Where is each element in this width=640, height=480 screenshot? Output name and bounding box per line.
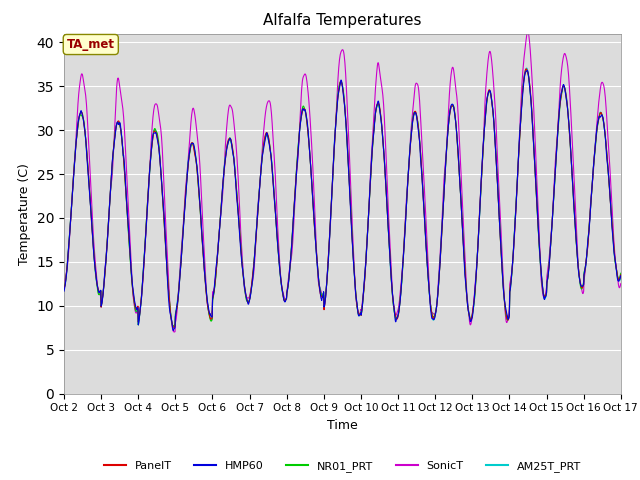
NR01_PRT: [522, 68, 530, 74]
PanelT: [184, 162, 192, 168]
NR01_PRT: [184, 160, 192, 166]
HMP60: [60, 288, 68, 294]
AM25T_PRT: [171, 323, 179, 329]
PanelT: [552, 166, 559, 172]
AM25T_PRT: [246, 292, 254, 298]
SonicT: [184, 156, 192, 162]
PanelT: [170, 324, 178, 330]
AM25T_PRT: [523, 65, 531, 71]
SonicT: [502, 317, 509, 323]
HMP60: [617, 273, 625, 279]
Text: TA_met: TA_met: [67, 38, 115, 51]
PanelT: [522, 66, 530, 72]
NR01_PRT: [429, 314, 437, 320]
NR01_PRT: [60, 285, 68, 290]
PanelT: [246, 291, 254, 297]
PanelT: [617, 272, 625, 277]
HMP60: [184, 160, 192, 166]
NR01_PRT: [171, 322, 179, 327]
AM25T_PRT: [429, 317, 437, 323]
Y-axis label: Temperature (C): Temperature (C): [18, 163, 31, 264]
NR01_PRT: [169, 323, 177, 329]
NR01_PRT: [617, 270, 625, 276]
AM25T_PRT: [502, 311, 509, 316]
HMP60: [246, 293, 254, 299]
PanelT: [502, 310, 509, 316]
SonicT: [170, 329, 178, 335]
SonicT: [246, 289, 254, 295]
SonicT: [552, 157, 559, 163]
HMP60: [552, 166, 559, 171]
SonicT: [429, 311, 437, 316]
HMP60: [524, 68, 531, 73]
Line: SonicT: SonicT: [64, 31, 621, 332]
PanelT: [60, 286, 68, 292]
HMP60: [170, 327, 177, 333]
AM25T_PRT: [184, 159, 192, 165]
Line: PanelT: PanelT: [64, 69, 621, 327]
HMP60: [502, 306, 509, 312]
X-axis label: Time: Time: [327, 419, 358, 432]
AM25T_PRT: [552, 167, 559, 173]
NR01_PRT: [246, 291, 254, 297]
Legend: PanelT, HMP60, NR01_PRT, SonicT, AM25T_PRT: PanelT, HMP60, NR01_PRT, SonicT, AM25T_P…: [99, 457, 586, 477]
SonicT: [524, 28, 532, 34]
Title: Alfalfa Temperatures: Alfalfa Temperatures: [263, 13, 422, 28]
SonicT: [60, 280, 68, 286]
AM25T_PRT: [60, 287, 68, 292]
Line: NR01_PRT: NR01_PRT: [64, 71, 621, 326]
NR01_PRT: [552, 167, 559, 172]
PanelT: [429, 315, 437, 321]
HMP60: [429, 316, 437, 322]
PanelT: [171, 324, 179, 330]
Line: AM25T_PRT: AM25T_PRT: [64, 68, 621, 328]
AM25T_PRT: [617, 275, 625, 281]
Line: HMP60: HMP60: [64, 71, 621, 330]
AM25T_PRT: [170, 325, 177, 331]
NR01_PRT: [502, 311, 509, 317]
HMP60: [171, 325, 179, 331]
SonicT: [171, 329, 179, 335]
SonicT: [617, 281, 625, 287]
